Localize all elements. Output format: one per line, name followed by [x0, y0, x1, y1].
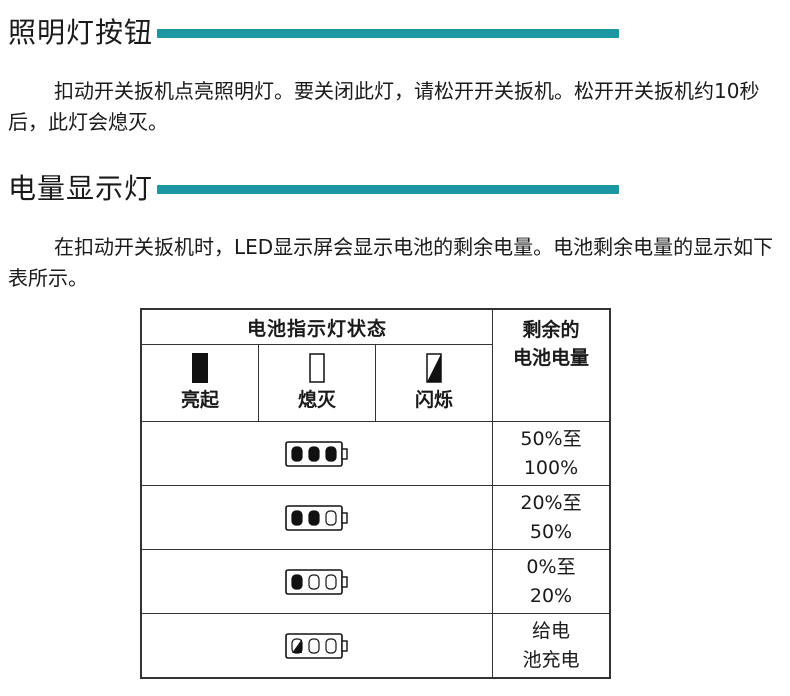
lamp-blink-icon: [426, 353, 442, 383]
battery-gauge-icon: [285, 632, 348, 659]
battery-segment-off: [325, 510, 337, 526]
battery-segment-off: [308, 574, 320, 590]
battery-gauge-icon: [285, 568, 348, 595]
state-label-off: 熄灭: [297, 389, 336, 411]
battery-gauge-icon: [285, 504, 348, 531]
remaining-line2: 50%: [529, 520, 573, 543]
section-title-light: 照明灯按钮: [8, 16, 620, 50]
paragraph-light: 扣动开关扳机点亮照明灯。要关闭此灯，请松开开关扳机。松开开关扳机约10秒后，此灯…: [8, 79, 760, 134]
paragraph-battery: 在扣动开关扳机时，LED显示屏会显示电池的剩余电量。电池剩余电量的显示如下表所示…: [8, 235, 774, 290]
state-cell-off: 熄灭: [258, 344, 376, 422]
battery-segment-off: [325, 638, 337, 654]
state-label-blink: 闪烁: [414, 389, 453, 411]
remaining-cell-4: 给电 池充电: [492, 613, 611, 679]
battery-segment-on: [308, 446, 320, 462]
indicator-row-4: [140, 613, 493, 679]
state-label-on: 亮起: [180, 389, 219, 411]
header-remaining-line2: 电池电量: [512, 347, 589, 369]
title-rule: [157, 184, 620, 194]
battery-segment-blink: [291, 638, 303, 654]
header-remaining-line1: 剩余的: [522, 319, 580, 341]
battery-segment-off: [308, 638, 320, 654]
remaining-cell-3: 0%至 20%: [492, 549, 611, 614]
lamp-off-icon: [309, 353, 325, 383]
battery-segment-off: [325, 574, 337, 590]
remaining-line2: 20%: [529, 584, 573, 607]
indicator-row-3: [140, 549, 493, 614]
remaining-line2: 池充电: [522, 648, 580, 671]
battery-terminal: [341, 576, 348, 588]
state-cell-on: 亮起: [140, 344, 259, 422]
battery-segment-on: [308, 510, 320, 526]
remaining-line1: 20%至: [520, 491, 582, 514]
battery-segment-on: [291, 574, 303, 590]
header-indicator-states: 电池指示灯状态: [140, 308, 493, 345]
battery-status-table: 电池指示灯状态 剩余的 电池电量 亮起 熄灭 闪烁: [140, 308, 611, 679]
lamp-on-icon: [192, 353, 208, 383]
title-rule: [157, 28, 620, 38]
section-title-battery-text: 电量显示灯: [8, 172, 154, 205]
remaining-line1: 给电: [531, 619, 570, 642]
battery-segment-on: [291, 510, 303, 526]
indicator-row-1: [140, 421, 493, 486]
battery-segment-on: [325, 446, 337, 462]
battery-terminal: [341, 512, 348, 524]
remaining-line1: 0%至: [526, 555, 576, 578]
battery-terminal: [341, 448, 348, 460]
indicator-row-2: [140, 485, 493, 550]
battery-terminal: [341, 640, 348, 652]
section-title-light-text: 照明灯按钮: [8, 16, 154, 49]
section-title-battery: 电量显示灯: [8, 172, 620, 206]
remaining-line1: 50%至: [520, 427, 582, 450]
battery-segment-on: [291, 446, 303, 462]
state-cell-blink: 闪烁: [375, 344, 493, 422]
remaining-line2: 100%: [523, 456, 579, 479]
header-remaining-capacity: 剩余的 电池电量: [492, 308, 611, 422]
remaining-cell-1: 50%至 100%: [492, 421, 611, 486]
battery-gauge-icon: [285, 440, 348, 467]
remaining-cell-2: 20%至 50%: [492, 485, 611, 550]
